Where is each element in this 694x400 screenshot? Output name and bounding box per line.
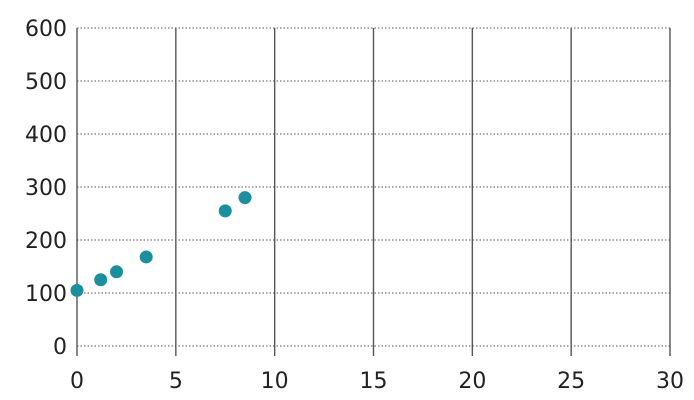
data-point (218, 204, 232, 218)
data-point (139, 250, 153, 264)
x-tick-label: 15 (360, 369, 388, 394)
y-tick-label: 600 (25, 17, 67, 42)
x-tick-label: 10 (261, 369, 289, 394)
data-point (110, 265, 124, 279)
y-axis-ticks: 0 100 200 300 400 500 600 (25, 17, 67, 360)
x-tick-label: 20 (458, 369, 486, 394)
y-tick-label: 100 (25, 282, 67, 307)
y-tick-label: 400 (25, 123, 67, 148)
y-tick-label: 200 (25, 229, 67, 254)
x-tick-label: 5 (169, 369, 183, 394)
y-tick-label: 300 (25, 176, 67, 201)
x-tick-label: 25 (557, 369, 585, 394)
data-point (70, 283, 84, 297)
data-points (70, 191, 252, 297)
x-tick-label: 30 (656, 369, 684, 394)
x-axis-ticks: 0 5 10 15 20 25 30 (70, 369, 684, 394)
data-point (238, 191, 252, 205)
grid (76, 27, 671, 356)
data-point (94, 273, 108, 287)
y-tick-label: 0 (53, 335, 67, 360)
x-tick-label: 0 (70, 369, 84, 394)
y-tick-label: 500 (25, 70, 67, 95)
